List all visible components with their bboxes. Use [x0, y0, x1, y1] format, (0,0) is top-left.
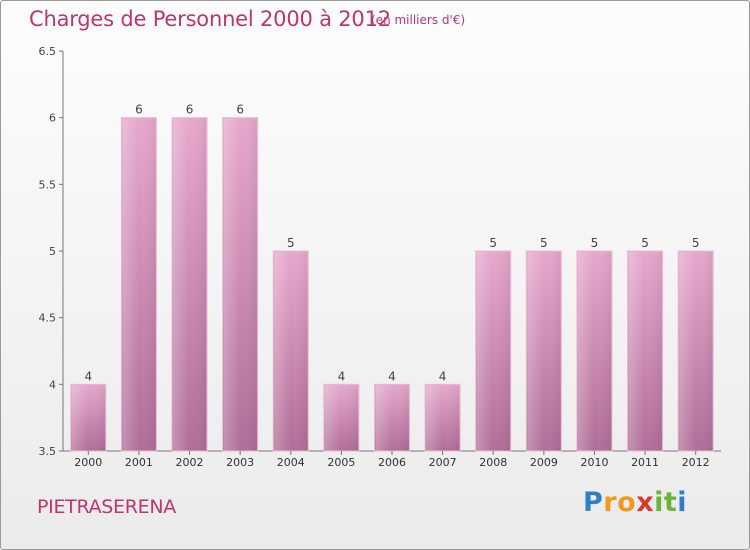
x-tick-label: 2001 [125, 456, 153, 469]
x-tick-label: 2006 [378, 456, 406, 469]
data-label: 5 [540, 236, 548, 250]
x-tick-label: 2012 [682, 456, 710, 469]
bar-shine [274, 252, 308, 451]
logo-letter: o [617, 487, 637, 518]
x-tick-label: 2004 [277, 456, 305, 469]
y-tick-label: 5 [49, 245, 56, 258]
data-label: 5 [591, 236, 599, 250]
bar-shine [122, 118, 156, 452]
x-tick-label: 2008 [479, 456, 507, 469]
bar-shine [628, 252, 662, 451]
data-label: 5 [641, 236, 649, 250]
x-tick-label: 2007 [429, 456, 457, 469]
x-tick-label: 2005 [327, 456, 355, 469]
bar-shine [577, 252, 611, 451]
bar-shine [173, 118, 207, 452]
x-tick-label: 2003 [226, 456, 254, 469]
bar-shine [527, 252, 561, 451]
data-label: 5 [489, 236, 497, 250]
y-tick-label: 6.5 [39, 45, 57, 58]
data-label: 5 [287, 236, 295, 250]
data-label: 5 [692, 236, 700, 250]
proxiti-logo[interactable]: Proxiti [583, 487, 687, 518]
y-tick-label: 4.5 [39, 312, 57, 325]
x-tick-label: 2010 [580, 456, 608, 469]
bar-shine [223, 118, 257, 452]
y-tick-label: 5.5 [39, 178, 57, 191]
bar-shine [71, 385, 105, 451]
data-label: 4 [338, 369, 346, 383]
y-tick-label: 6 [49, 112, 56, 125]
data-label: 6 [236, 103, 244, 117]
data-label: 4 [84, 369, 92, 383]
y-tick-label: 4 [49, 378, 56, 391]
chart-subtitle: (en milliers d'€) [371, 13, 466, 27]
bar-shine [324, 385, 358, 451]
logo-letter: t [663, 487, 678, 518]
data-label: 6 [186, 103, 194, 117]
data-label: 6 [135, 103, 143, 117]
data-label: 4 [439, 369, 447, 383]
logo-letter: r [603, 487, 618, 518]
x-tick-label: 2002 [176, 456, 204, 469]
x-tick-label: 2009 [530, 456, 558, 469]
logo-letter: x [636, 487, 655, 518]
x-tick-label: 2000 [74, 456, 102, 469]
logo-letter: i [677, 487, 688, 518]
chart-title: Charges de Personnel 2000 à 2012 [29, 7, 391, 31]
data-label: 4 [388, 369, 396, 383]
bar-shine [426, 385, 460, 451]
bar-shine [679, 252, 713, 451]
x-tick-label: 2011 [631, 456, 659, 469]
logo-letter: i [654, 487, 664, 518]
y-tick-label: 3.5 [39, 445, 57, 458]
logo-letter: P [583, 487, 604, 518]
commune-name: PIETRASERENA [37, 496, 176, 518]
bar-shine [476, 252, 510, 451]
bar-shine [375, 385, 409, 451]
